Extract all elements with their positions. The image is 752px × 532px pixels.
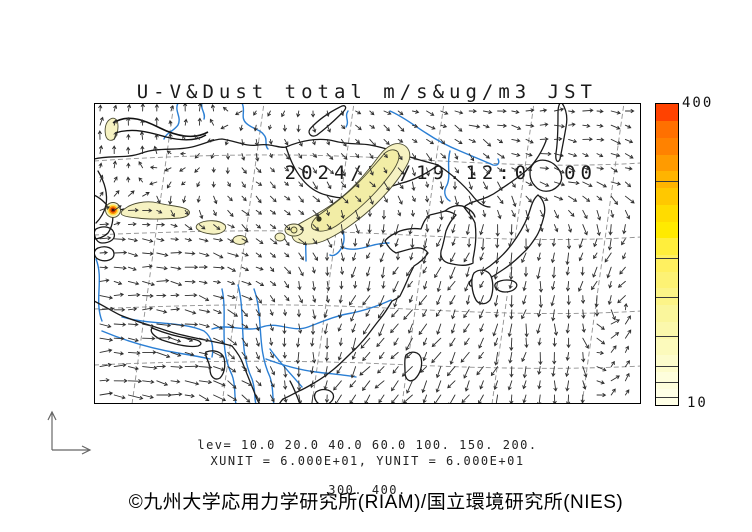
colorbar-band	[656, 254, 678, 272]
dust-hook-contour2	[114, 129, 207, 141]
wind-vectors-layer	[97, 103, 635, 404]
copyright-text: ©九州大学応用力学研究所(RIAM)/国立環境研究所(NIES)	[128, 492, 624, 513]
title-line1: U-V&Dust total m/s&ug/m3 JST	[136, 81, 597, 103]
dust-hotspot	[105, 202, 121, 218]
map-border	[94, 103, 641, 404]
colorbar-band	[656, 321, 678, 339]
colorbar-max-label: 400	[682, 95, 714, 111]
colorbar-tick	[656, 181, 678, 183]
levels-line2: 300. 400.	[328, 483, 407, 497]
colorbar-band	[656, 287, 678, 306]
colorbar-band	[656, 338, 678, 356]
rivers-layer	[95, 103, 500, 404]
dust-plume-inner	[311, 149, 400, 232]
colorbar-tick	[656, 366, 678, 368]
vector-units-text: XUNIT = 6.000E+01, YUNIT = 6.000E+01	[210, 454, 525, 468]
colorbar-tick	[656, 335, 678, 337]
colorbar-tick	[656, 397, 678, 399]
colorbar-band	[656, 221, 678, 239]
colorbar-band	[656, 187, 678, 205]
colorbar-band	[656, 237, 678, 255]
colorbar-band	[656, 388, 678, 406]
contour-levels-text: lev= 10.0 20.0 40.0 60.0 100. 150. 200. …	[94, 408, 641, 528]
colorbar-band	[656, 120, 678, 138]
colorbar-band	[656, 271, 678, 289]
colorbar-min-label: 10	[687, 395, 708, 411]
colorbar-band	[656, 304, 678, 322]
colorbar-band	[656, 154, 678, 172]
map-plot	[94, 103, 641, 404]
colorbar-tick	[656, 296, 678, 298]
axes-orientation-icon	[47, 410, 92, 455]
colorbar-band	[656, 104, 678, 122]
levels-line1: lev= 10.0 20.0 40.0 60.0 100. 150. 200.	[197, 438, 538, 452]
dust-plume-dot	[316, 216, 322, 222]
coastlines-layer	[94, 103, 568, 404]
colorbar-band	[656, 204, 678, 222]
colorbar-band	[656, 371, 678, 389]
colorbar-band	[656, 170, 678, 189]
colorbar-band	[656, 137, 678, 155]
colorbar-tick	[656, 258, 678, 260]
colorbar-tick	[656, 381, 678, 383]
colorbar	[655, 103, 679, 406]
dust-hook-contour	[112, 117, 209, 138]
colorbar-band	[656, 354, 678, 373]
